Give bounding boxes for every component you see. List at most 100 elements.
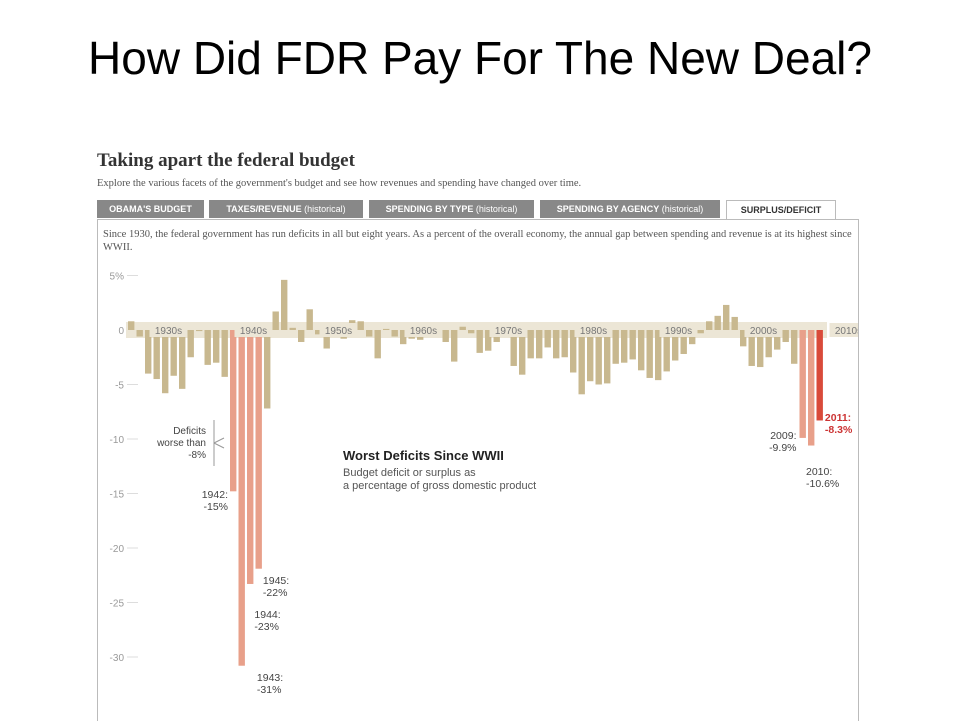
threshold-note-line: worse than: [156, 438, 206, 449]
bar-1935: [170, 330, 177, 376]
decade-label-bg: [829, 323, 858, 337]
bar-1970: [468, 330, 475, 334]
bar-1952: [315, 330, 322, 335]
bar-1984: [587, 330, 594, 382]
annotation-1945-value: -22%: [263, 587, 288, 599]
decade-label-1980s: 1980s: [580, 326, 607, 337]
bar-1936: [179, 330, 186, 389]
bar-2009: [799, 330, 806, 438]
threshold-note-line: -8%: [188, 450, 206, 461]
bar-1944: [247, 330, 254, 584]
bar-1959: [374, 330, 381, 359]
bar-1999: [714, 315, 721, 330]
y-tick-label: 5%: [110, 272, 125, 283]
graphic-title: Taking apart the federal budget: [97, 150, 355, 171]
bar-1949: [289, 327, 296, 330]
bar-1972: [485, 330, 492, 351]
annotation-1943-year: 1943:: [257, 672, 283, 684]
bar-1960: [383, 328, 390, 330]
bar-2002: [740, 330, 747, 347]
bar-1946: [264, 330, 271, 409]
budget-graphic: Taking apart the federal budget Explore …: [97, 150, 867, 721]
graphic-subtitle: Explore the various facets of the govern…: [97, 178, 582, 189]
bar-1940: [213, 330, 220, 363]
bar-1976: [519, 330, 526, 375]
bar-1953: [323, 330, 330, 349]
annotation-1944-value: -23%: [254, 621, 279, 633]
y-tick-label: -30: [110, 653, 125, 664]
bar-2003: [748, 330, 755, 366]
decade-label-bg: [149, 323, 188, 337]
y-tick-label: -5: [115, 381, 124, 392]
bar-1942: [230, 330, 237, 492]
bar-1986: [604, 330, 611, 384]
bar-1994: [672, 330, 679, 361]
bar-1969: [459, 326, 466, 330]
annotation-1945-year: 1945:: [263, 575, 289, 587]
bar-1988: [621, 330, 628, 363]
threshold-note-line: Deficits: [173, 426, 206, 437]
bar-2008: [791, 330, 798, 364]
surplus-deficit-panel: Since 1930, the federal government has r…: [97, 219, 859, 721]
bar-1977: [527, 330, 534, 359]
decade-label-bg: [319, 323, 358, 337]
bar-1980: [553, 330, 560, 359]
bar-2006: [774, 330, 781, 350]
slide-title: How Did FDR Pay For The New Deal?: [88, 32, 872, 84]
bar-1991: [646, 330, 653, 378]
bar-1992: [655, 330, 662, 381]
decade-label-2000s: 2000s: [750, 326, 777, 337]
bar-1950: [298, 330, 305, 342]
bar-1990: [638, 330, 645, 371]
bar-1943: [238, 330, 245, 666]
bar-1998: [706, 321, 713, 330]
tab-label: OBAMA'S BUDGET: [109, 204, 192, 214]
bar-1968: [451, 330, 458, 362]
tab-spending-by-type[interactable]: SPENDING BY TYPE (historical): [369, 200, 534, 218]
y-tick-label: 0: [118, 326, 124, 337]
tab-label: SPENDING BY TYPE: [385, 204, 474, 214]
bar-2011: [816, 330, 823, 421]
annotation-2011-year: 2011:: [825, 412, 851, 424]
annotation-2011-value: -8.3%: [825, 424, 853, 436]
tab-suffix: (historical): [473, 204, 518, 214]
decade-label-bg: [489, 323, 528, 337]
decade-label-bg: [404, 323, 443, 337]
bar-1975: [510, 330, 517, 366]
bar-1971: [476, 330, 483, 353]
y-tick-label: -15: [110, 490, 125, 501]
chart-subtitle-line-1: Budget deficit or surplus as: [343, 467, 476, 479]
decade-label-2010s: 2010s: [835, 326, 858, 337]
chart-subtitle-line-2: a percentage of gross domestic product: [343, 480, 536, 492]
annotation-1944-year: 1944:: [254, 609, 280, 621]
bar-1983: [578, 330, 585, 395]
tab-spending-by-agency[interactable]: SPENDING BY AGENCY (historical): [540, 200, 720, 218]
y-tick-label: -25: [110, 599, 125, 610]
tab-taxes-revenue[interactable]: TAXES/REVENUE (historical): [209, 200, 363, 218]
tab-bar: OBAMA'S BUDGET TAXES/REVENUE (historical…: [97, 200, 867, 220]
bar-2001: [731, 316, 738, 330]
bar-1930: [128, 321, 135, 330]
tab-label: TAXES/REVENUE: [226, 204, 302, 214]
bar-1995: [680, 330, 687, 354]
bar-1978: [536, 330, 543, 359]
threshold-bracket: [213, 420, 225, 466]
bar-1939: [204, 330, 211, 365]
y-tick-label: -10: [110, 435, 125, 446]
decade-label-1940s: 1940s: [240, 326, 267, 337]
tab-surplus-deficit[interactable]: SURPLUS/DEFICIT: [726, 200, 836, 219]
bar-1996: [689, 330, 696, 345]
tab-label: SURPLUS/DEFICIT: [740, 205, 822, 215]
bar-1934: [162, 330, 169, 394]
tab-suffix: (historical): [659, 204, 704, 214]
bar-1979: [544, 330, 551, 348]
bar-1993: [663, 330, 670, 372]
bar-1957: [357, 321, 364, 330]
decade-label-bg: [574, 323, 613, 337]
bar-1958: [366, 330, 373, 337]
tab-suffix: (historical): [301, 204, 346, 214]
annotation-2009-year: 2009:: [770, 430, 796, 442]
bar-1985: [595, 330, 602, 385]
tab-obamas-budget[interactable]: OBAMA'S BUDGET: [97, 200, 204, 218]
bar-1997: [697, 330, 704, 334]
